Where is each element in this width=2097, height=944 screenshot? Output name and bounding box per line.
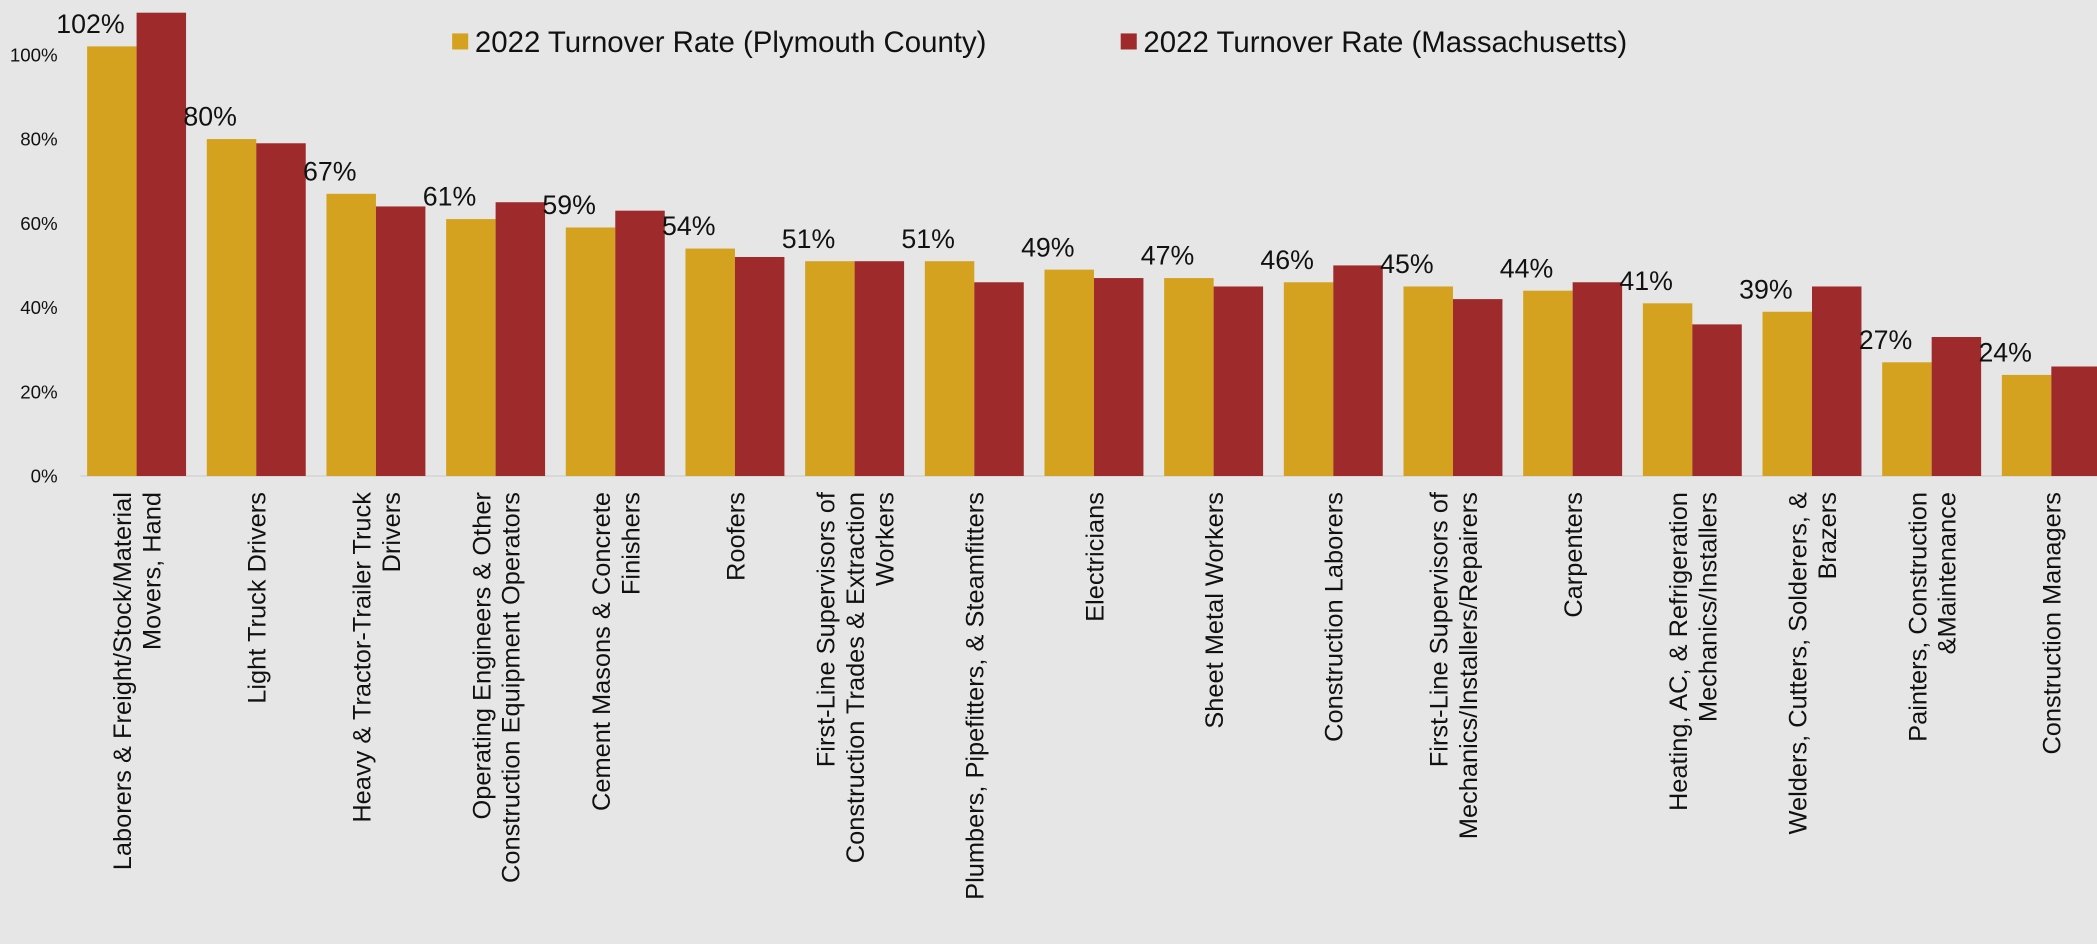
bar <box>136 12 187 477</box>
y-tick-label: 60% <box>20 213 57 234</box>
bar <box>1403 286 1453 477</box>
x-tick-label: Cement Masons & ConcreteFinishers <box>588 492 645 811</box>
x-tick-label: First-Line Supervisors ofConstruction Tr… <box>813 491 900 863</box>
bar <box>1283 282 1334 477</box>
bar <box>1572 282 1623 477</box>
bar <box>734 256 785 477</box>
data-label: 49% <box>1021 232 1075 262</box>
data-label: 45% <box>1380 249 1434 279</box>
legend-label: 2022 Turnover Rate (Massachusetts) <box>1143 26 1627 59</box>
bar <box>2051 366 2097 477</box>
bar <box>446 219 496 477</box>
bar <box>2001 374 2052 477</box>
data-label: 102% <box>56 9 124 39</box>
bar <box>924 261 975 477</box>
data-label: 39% <box>1739 274 1793 304</box>
bar <box>1692 324 1742 477</box>
bar <box>1213 286 1264 477</box>
y-tick-label: 20% <box>20 381 57 402</box>
x-tick-label: Sheet Metal Workers <box>1201 492 1229 729</box>
y-tick-label: 40% <box>20 297 57 318</box>
y-tick-label: 80% <box>20 129 57 150</box>
bar <box>1762 311 1812 477</box>
data-label: 47% <box>1141 241 1195 271</box>
legend-swatch <box>1120 33 1137 50</box>
bar <box>1523 290 1573 477</box>
data-label: 41% <box>1619 266 1673 296</box>
bar <box>375 206 426 477</box>
x-tick-label: Laborers & Freight/Stock/MaterialMovers,… <box>109 492 166 870</box>
bar <box>565 227 616 477</box>
data-label: 51% <box>782 224 836 254</box>
legend-swatch <box>452 33 469 50</box>
data-label: 27% <box>1859 325 1913 355</box>
x-tick-label: Electricians <box>1081 492 1109 622</box>
bar <box>685 248 735 477</box>
bar <box>1333 265 1383 477</box>
y-tick-label: 100% <box>10 45 58 66</box>
y-tick-label: 0% <box>31 466 58 487</box>
data-label: 61% <box>423 182 477 212</box>
bar <box>1093 278 1144 477</box>
bar <box>854 261 905 477</box>
data-label: 67% <box>303 156 357 186</box>
x-tick-label: Light Truck Drivers <box>244 492 272 704</box>
bar <box>1882 362 1932 477</box>
bar <box>206 139 257 477</box>
bar <box>805 261 855 477</box>
bar <box>326 193 376 477</box>
data-label: 46% <box>1260 245 1314 275</box>
x-tick-label: Painters, Construction&Maintenance <box>1904 492 1961 742</box>
x-tick-label: First-Line Supervisors ofMechanics/Insta… <box>1426 491 1483 839</box>
bar <box>1452 299 1503 477</box>
x-tick-label: Plumbers, Pipefitters, & Steamfitters <box>962 492 990 900</box>
x-tick-label: Roofers <box>722 492 750 581</box>
bar <box>1164 278 1214 477</box>
bar <box>1811 286 1862 477</box>
data-label: 54% <box>662 211 716 241</box>
x-tick-label: Construction Managers <box>2039 492 2067 754</box>
bar <box>974 282 1024 477</box>
x-tick-label: Operating Engineers & OtherConstruction … <box>468 492 525 883</box>
x-tick-label: Welders, Cutters, Solderers, &Brazers <box>1785 492 1842 834</box>
bar <box>256 143 306 477</box>
x-tick-label: Heavy & Tractor-Trailer TruckDrivers <box>349 492 406 823</box>
x-tick-label: Heating, AC, & RefrigerationMechanics/In… <box>1665 492 1722 811</box>
data-label: 59% <box>542 190 596 220</box>
legend-label: 2022 Turnover Rate (Plymouth County) <box>475 26 987 59</box>
bar <box>1044 269 1094 477</box>
data-label: 51% <box>901 224 955 254</box>
data-label: 80% <box>183 102 237 132</box>
bar <box>1931 337 1982 477</box>
x-tick-label: Construction Laborers <box>1321 492 1349 742</box>
bar <box>87 46 137 477</box>
x-tick-label: Carpenters <box>1560 492 1588 618</box>
bar <box>1642 303 1693 477</box>
data-label: 44% <box>1500 253 1554 283</box>
bar <box>495 202 546 477</box>
data-label: 24% <box>1978 338 2032 368</box>
bar <box>615 210 665 477</box>
